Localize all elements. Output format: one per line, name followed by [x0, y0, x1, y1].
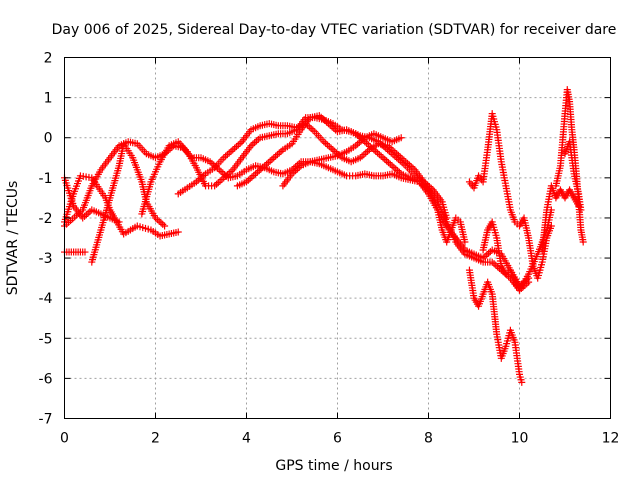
x-tick-label: 0 [60, 431, 69, 447]
y-tick-label: -6 [39, 371, 53, 387]
data-point [518, 378, 526, 386]
series-arc-11 [465, 110, 555, 282]
y-axis-label: SDTVAR / TECUs [5, 181, 21, 296]
data-point [547, 222, 555, 230]
y-tick-label: 0 [44, 131, 53, 147]
data-point [81, 248, 89, 256]
y-tick-label: 1 [44, 91, 53, 107]
data-point [579, 238, 587, 246]
y-tick-label: -1 [39, 171, 53, 187]
series-arc-10 [465, 266, 526, 386]
data-point [397, 134, 405, 142]
data-series [61, 86, 587, 386]
series-arc-7 [174, 120, 469, 246]
chart-title: Day 006 of 2025, Sidereal Day-to-day VTE… [52, 22, 617, 38]
data-point [174, 228, 182, 236]
data-point [577, 206, 585, 214]
series-arc-15 [561, 138, 585, 214]
y-tick-label: -2 [39, 211, 53, 227]
series-arc-2 [61, 248, 89, 256]
data-point [461, 238, 469, 246]
y-tick-label: -4 [39, 291, 53, 307]
x-tick-label: 6 [333, 431, 342, 447]
x-tick-label: 10 [511, 431, 529, 447]
data-point [115, 218, 123, 226]
x-tick-label: 12 [602, 431, 620, 447]
data-point [525, 274, 533, 282]
y-tick-label: -5 [39, 331, 53, 347]
series-arc-12 [479, 218, 533, 290]
series-arc-5 [88, 140, 169, 266]
x-tick-label: 2 [151, 431, 160, 447]
data-point [161, 222, 169, 230]
x-axis-label: GPS time / hours [275, 458, 392, 474]
series-arc-1 [61, 172, 182, 240]
y-tick-label: -7 [39, 412, 53, 428]
series-arc-13 [538, 182, 583, 254]
x-tick-label: 8 [424, 431, 433, 447]
x-tick-label: 4 [242, 431, 251, 447]
y-tick-label: -3 [39, 251, 53, 267]
y-tick-label: 2 [44, 51, 53, 67]
